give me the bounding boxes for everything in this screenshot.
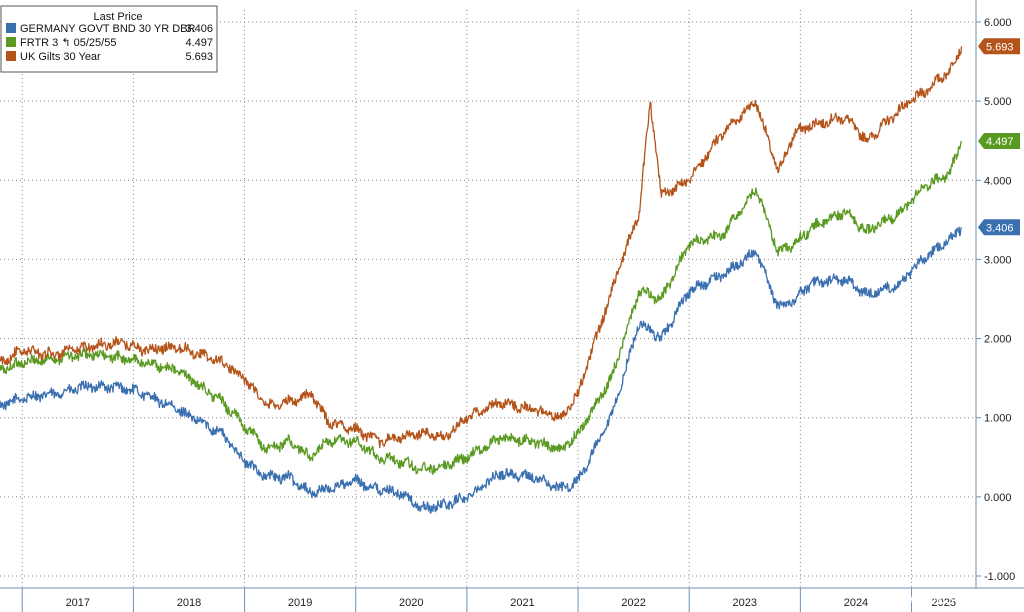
x-tick-label: 2023: [733, 597, 757, 609]
y-tick-label: 1.000: [984, 413, 1012, 425]
legend: Last Price GERMANY GOVT BND 30 YR DBR3.4…: [0, 5, 218, 73]
y-tick-label: 2.000: [984, 334, 1012, 346]
x-tick-label: 2025: [932, 597, 956, 609]
y-tick-label: 5.000: [984, 96, 1012, 108]
legend-label: FRTR 3 ↰ 05/25/55: [20, 37, 116, 49]
y-tick-label: 4.000: [984, 175, 1012, 187]
series-line: [0, 46, 963, 449]
y-tick-label: -1.000: [984, 571, 1015, 583]
legend-title: Last Price: [94, 11, 143, 23]
x-tick-label: 2020: [399, 597, 423, 609]
x-tick-label: 2017: [66, 597, 90, 609]
x-tick-label: 2018: [177, 597, 201, 609]
x-tick-label: 2022: [621, 597, 645, 609]
last-value-tag: [978, 219, 1020, 236]
legend-label: GERMANY GOVT BND 30 YR DBR: [20, 23, 195, 35]
legend-box: [0, 5, 218, 73]
last-value-label: 3.406: [986, 222, 1014, 234]
x-tick-label: 2021: [510, 597, 534, 609]
last-value-label: 5.693: [986, 41, 1014, 53]
y-tick-label: 6.000: [984, 17, 1012, 29]
watermark: www.365jz.com: [906, 591, 1018, 608]
legend-swatch: [6, 23, 16, 33]
series-line: [0, 226, 963, 514]
last-value-tag: [978, 38, 1020, 55]
series-line: [0, 140, 963, 475]
y-tick-label: 0.000: [984, 492, 1012, 504]
last-value-label: 4.497: [986, 136, 1014, 148]
last-value-tag: [978, 132, 1020, 149]
legend-swatch: [6, 37, 16, 47]
last-value-tags: 3.406 4.497 5.693: [978, 38, 1020, 236]
y-tick-label: 3.000: [984, 254, 1012, 266]
legend-label: UK Gilts 30 Year: [20, 51, 101, 63]
watermark-group: www.365jz.com: [906, 591, 1018, 608]
x-tick-label: 2024: [844, 597, 868, 609]
grid-layer: [0, 10, 976, 588]
legend-value: 3.406: [185, 23, 213, 35]
legend-value: 4.497: [185, 37, 213, 49]
legend-swatch: [6, 51, 16, 61]
series-layer: [0, 46, 963, 514]
x-tick-label: 2019: [288, 597, 312, 609]
legend-value: 5.693: [185, 51, 213, 63]
